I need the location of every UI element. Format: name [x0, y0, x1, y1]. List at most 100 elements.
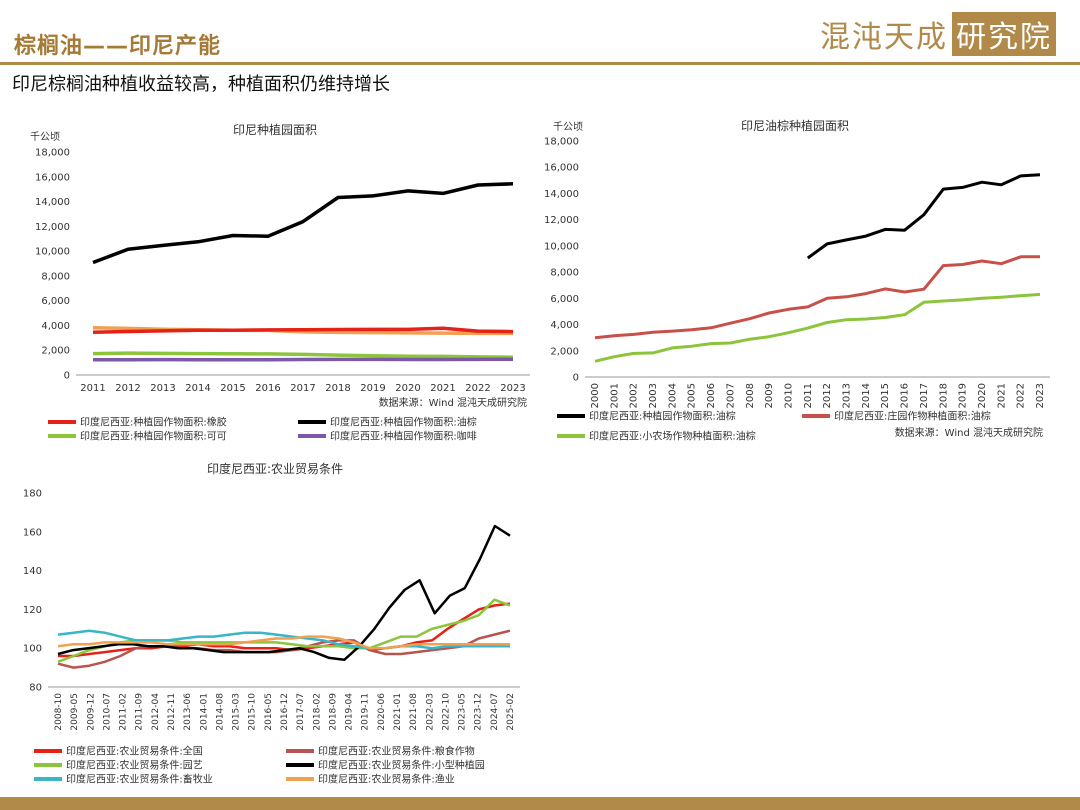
x-tick-label: 2011-02 [119, 693, 129, 731]
x-tick-label: 2011 [80, 383, 105, 394]
x-tick-label: 2024-07 [490, 693, 500, 731]
x-axis: 2000 2001 2002 2003 2004 2005 2006 2007 2008 2009… [585, 376, 1050, 408]
legend-label: 印度尼西亚:种植园作物面积:油棕 [589, 410, 736, 423]
x-tick-label: 2018-02 [312, 693, 322, 731]
x-tick-label: 2011 [803, 383, 814, 408]
series-line-2 [92, 351, 514, 359]
header-divider [0, 62, 1080, 65]
source-note: 数据来源：Wind 混沌天成研究院 [379, 396, 527, 409]
x-tick-label: 2016 [255, 383, 280, 394]
y-tick-label: 14,000 [35, 197, 70, 208]
x-tick-label: 2002 [629, 383, 640, 408]
y-tick-label: 10,000 [545, 241, 579, 252]
y-tick-label: 160 [23, 527, 42, 538]
x-tick-label: 2020-06 [377, 693, 387, 731]
y-tick-label: 4,000 [550, 320, 579, 331]
x-tick-label: 2023-05 [458, 693, 468, 731]
y-tick-label: 100 [23, 644, 42, 655]
series-line-3 [93, 357, 514, 362]
y-tick-label: 180 [23, 489, 42, 500]
x-tick-label: 2016-05 [264, 693, 274, 731]
legend: 印度尼西亚:种植园作物面积:橡胶 印度尼西亚:种植园作物面积:油棕印度尼西亚:种植… [48, 416, 477, 443]
x-tick-label: 2009-05 [70, 693, 80, 731]
x-tick-label: 2018 [325, 383, 350, 394]
x-tick-label: 2013 [842, 383, 853, 408]
x-tick-label: 2018 [938, 383, 949, 408]
x-tick-label: 2003 [648, 383, 659, 408]
y-axis: 0 2,000 4,000 6,000 8,000 10,000 12,000 14,000 1… [545, 137, 579, 384]
series-line-1 [594, 255, 1040, 340]
legend-label: 印度尼西亚:农业贸易条件:渔业 [318, 773, 455, 786]
brand-logo: 混沌天成 研究院 [820, 12, 1056, 56]
x-tick-label: 2012 [115, 383, 140, 394]
series-line-3 [57, 524, 511, 662]
x-tick-label: 2022 [465, 383, 490, 394]
x-tick-label: 2005 [687, 383, 698, 408]
y-tick-label: 2,000 [550, 346, 579, 357]
y-axis: 80 100 120 140 160 180 [23, 489, 42, 694]
x-tick-label: 2012-11 [167, 693, 177, 731]
y-tick-label: 120 [23, 605, 42, 616]
y-tick-label: 2,000 [41, 346, 70, 357]
series-line-2 [594, 292, 1041, 363]
x-tick-label: 2022-10 [441, 693, 451, 731]
x-tick-label: 2017 [919, 383, 930, 408]
chart-title: 印尼油棕种植园面积 [741, 118, 849, 133]
x-tick-label: 2008 [745, 383, 756, 408]
legend: 印度尼西亚:农业贸易条件:全国 印度尼西亚:农业贸易条件:粮食作物印度尼西亚:农业… [34, 745, 485, 786]
y-tick-label: 14,000 [545, 189, 579, 200]
x-tick-label: 2014-08 [215, 693, 225, 731]
legend-label: 印度尼西亚:农业贸易条件:畜牧业 [66, 773, 213, 786]
legend-label: 印度尼西亚:农业贸易条件:园艺 [66, 759, 203, 772]
x-tick-label: 2025-02 [506, 693, 516, 731]
y-axis: 0 2,000 4,000 6,000 8,000 10,000 12,000 14,000 1… [35, 148, 70, 382]
x-tick-label: 2013 [150, 383, 175, 394]
x-tick-label: 2012 [822, 383, 833, 408]
x-tick-label: 2022-03 [425, 693, 435, 731]
series-lines [92, 182, 514, 362]
x-tick-label: 2014 [185, 383, 210, 394]
legend-label: 印度尼西亚:农业贸易条件:小型种植园 [318, 759, 485, 772]
x-tick-label: 2016-12 [280, 693, 290, 731]
x-tick-label: 2018-09 [328, 693, 338, 731]
legend-label: 印度尼西亚:农业贸易条件:全国 [66, 745, 203, 758]
x-tick-label: 2015 [880, 383, 891, 408]
series-line-0 [92, 326, 514, 335]
series-lines [594, 173, 1041, 363]
series-lines [57, 524, 511, 669]
y-tick-label: 6,000 [41, 296, 70, 307]
x-tick-label: 2021 [996, 383, 1007, 408]
chart-plantation-area: 印尼种植园面积 千公顷 0 2,000 4,000 6,000 8,000 10,000 1… [30, 122, 530, 443]
legend-label: 印度尼西亚:庄园作物种植面积:油棕 [834, 410, 991, 423]
x-tick-label: 2008-10 [54, 693, 64, 731]
series-line-5 [57, 635, 510, 650]
chart-oil-palm-area: 印尼油棕种植园面积 千公顷 0 2,000 4,000 6,000 8,000 10,00… [545, 118, 1050, 443]
x-tick-label: 2017-07 [296, 693, 306, 731]
series-line-1 [92, 182, 514, 265]
page-subtitle: 印尼棕榈油种植收益较高，种植面积仍维持增长 [12, 74, 390, 95]
chart-title: 印尼种植园面积 [233, 122, 317, 137]
y-tick-label: 16,000 [35, 172, 70, 183]
x-tick-label: 2006 [706, 383, 717, 408]
x-tick-label: 2014-01 [199, 693, 209, 731]
x-tick-label: 2023-12 [474, 693, 484, 731]
x-axis: 2011 2012 2013 2014 2015 2016 2017 2018 2019 2020… [76, 374, 530, 394]
x-tick-label: 2009 [764, 383, 775, 408]
y-tick-label: 80 [29, 683, 42, 694]
x-tick-label: 2009-12 [86, 693, 96, 731]
y-tick-label: 12,000 [35, 222, 70, 233]
x-tick-label: 2004 [667, 383, 678, 408]
y-tick-label: 10,000 [35, 247, 70, 258]
x-tick-label: 2015 [220, 383, 245, 394]
x-tick-label: 2023 [500, 383, 525, 394]
footer-bar [0, 797, 1080, 810]
x-tick-label: 2013-06 [183, 693, 193, 731]
y-tick-label: 0 [573, 373, 579, 384]
x-tick-label: 2021 [430, 383, 455, 394]
x-tick-label: 2019-11 [361, 693, 371, 731]
legend-label: 印度尼西亚:农业贸易条件:粮食作物 [318, 745, 475, 758]
series-line-4 [57, 629, 510, 650]
x-tick-label: 2017 [290, 383, 315, 394]
y-unit-label: 千公顷 [30, 131, 60, 143]
